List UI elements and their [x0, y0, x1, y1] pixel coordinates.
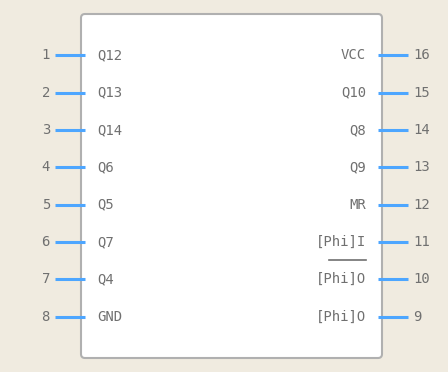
Text: 14: 14	[413, 123, 430, 137]
Text: 4: 4	[42, 160, 50, 174]
Text: VCC: VCC	[341, 48, 366, 62]
Text: Q10: Q10	[341, 86, 366, 100]
Text: 13: 13	[413, 160, 430, 174]
Text: 2: 2	[42, 86, 50, 100]
Text: Q5: Q5	[97, 198, 114, 212]
Text: 3: 3	[42, 123, 50, 137]
Text: 1: 1	[42, 48, 50, 62]
Text: Q6: Q6	[97, 160, 114, 174]
Text: Q7: Q7	[97, 235, 114, 249]
Text: 10: 10	[413, 272, 430, 286]
Text: [Phi]O: [Phi]O	[316, 272, 366, 286]
Text: Q8: Q8	[349, 123, 366, 137]
FancyBboxPatch shape	[81, 14, 382, 358]
Text: 8: 8	[42, 310, 50, 324]
Text: 7: 7	[42, 272, 50, 286]
Text: Q12: Q12	[97, 48, 122, 62]
Text: Q9: Q9	[349, 160, 366, 174]
Text: Q13: Q13	[97, 86, 122, 100]
Text: [Phi]I: [Phi]I	[316, 235, 366, 249]
Text: GND: GND	[97, 310, 122, 324]
Text: Q14: Q14	[97, 123, 122, 137]
Text: 5: 5	[42, 198, 50, 212]
Text: 11: 11	[413, 235, 430, 249]
Text: 9: 9	[413, 310, 422, 324]
Text: 16: 16	[413, 48, 430, 62]
Text: 12: 12	[413, 198, 430, 212]
Text: 15: 15	[413, 86, 430, 100]
Text: Q4: Q4	[97, 272, 114, 286]
Text: [Phi]O: [Phi]O	[316, 310, 366, 324]
Text: 6: 6	[42, 235, 50, 249]
Text: MR: MR	[349, 198, 366, 212]
